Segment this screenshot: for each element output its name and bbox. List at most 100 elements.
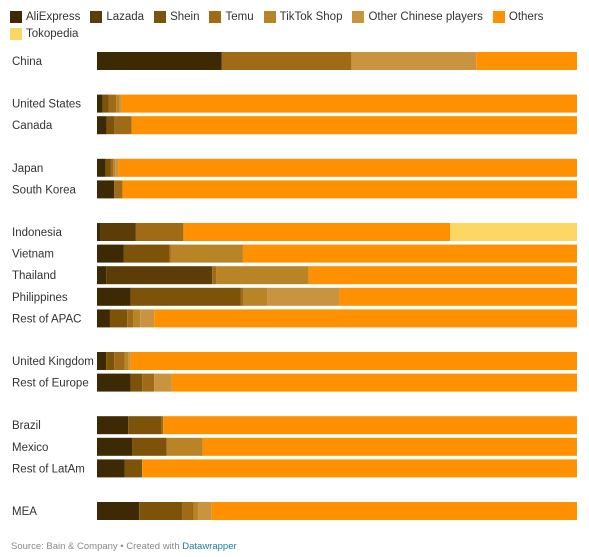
bar-segment [130, 287, 241, 306]
bar-segment [135, 223, 184, 241]
bar-segment [124, 459, 143, 478]
bar-segment [114, 180, 123, 199]
bar-segment [221, 52, 352, 70]
bar-segment [97, 223, 101, 241]
bar-segment [476, 52, 577, 70]
bar-segment [118, 158, 578, 177]
bar-segment [169, 244, 171, 263]
bar-segment [128, 352, 131, 370]
row-label: Brazil [12, 420, 41, 432]
bar-segment [114, 352, 125, 370]
legend-label: AliExpress [26, 10, 81, 23]
source-note: Source: Bain & Company • Created with Da… [11, 541, 237, 552]
bar-segment [140, 309, 155, 328]
legend-label: Temu [225, 10, 254, 23]
row-label: United Kingdom [12, 356, 94, 368]
row-label: Japan [12, 163, 43, 175]
legend-swatch [492, 10, 505, 23]
row-label: Canada [12, 120, 53, 132]
bar-segment [166, 437, 203, 456]
source-text: Source: Bain & Company • Created with [11, 541, 183, 552]
row-label: Thailand [12, 270, 56, 282]
bar-segment [242, 244, 578, 263]
bar-segment [132, 437, 167, 456]
row-label: Rest of APAC [12, 313, 81, 325]
legend-item: Others [492, 10, 544, 23]
legend-item: Shein [154, 10, 200, 23]
bar-segment [163, 416, 578, 435]
datawrapper-link[interactable]: Datawrapper [182, 541, 237, 552]
bar-segment [142, 459, 577, 478]
bar-segment [450, 223, 577, 241]
bar-segment [212, 266, 217, 285]
bar-segment [121, 94, 577, 113]
bar-segment [116, 94, 120, 113]
bar-segment [211, 502, 577, 520]
row-label: China [12, 56, 43, 68]
bar-segment [115, 158, 119, 177]
bar-segment [106, 352, 115, 370]
bar-segment [339, 287, 577, 306]
legend-swatch [154, 10, 167, 23]
bar-segment [102, 94, 109, 113]
row-label: Indonesia [12, 227, 62, 239]
legend: AliExpress Lazada Shein Temu TikTok Shop Othe… [10, 8, 580, 42]
bar-segment [154, 373, 172, 392]
bar-segment [100, 223, 136, 241]
row-label: Mexico [12, 442, 48, 454]
bar-segment [181, 502, 194, 520]
bar-segment [97, 116, 107, 135]
bar-segment [119, 94, 122, 113]
bar-segment [130, 352, 577, 370]
row-label: South Korea [12, 184, 77, 196]
legend-item: TikTok Shop [263, 10, 343, 23]
bar-segment [97, 437, 133, 456]
bar-segment [123, 244, 169, 263]
legend-swatch [263, 10, 276, 23]
row-label: MEA [12, 506, 37, 518]
bar-segment [114, 116, 132, 135]
bar-segment [154, 309, 577, 328]
bar-segment [133, 309, 141, 328]
legend-swatch [352, 10, 365, 23]
legend-row: AliExpress Lazada Shein Temu TikTok Shop Othe… [10, 8, 580, 25]
bar-segment [161, 416, 164, 435]
bar-segment [109, 309, 128, 328]
bar-segment [267, 287, 340, 306]
bar-segment [97, 352, 107, 370]
bar-segment [128, 416, 162, 435]
bar-segment [127, 309, 133, 328]
bar-segment [97, 459, 125, 478]
bar-segment [171, 373, 577, 392]
bar-segment [97, 309, 110, 328]
legend-label: Others [508, 10, 544, 23]
bar-segment [97, 502, 140, 520]
bar-segment [97, 244, 124, 263]
bar-segment [183, 223, 451, 241]
legend-item: Temu [209, 10, 254, 23]
bar-segment [170, 244, 243, 263]
bar-segment [198, 502, 212, 520]
legend-label: Other Chinese players [368, 10, 483, 23]
bar-segment [108, 94, 117, 113]
legend-item: AliExpress [10, 10, 81, 23]
bar-segment [106, 266, 213, 285]
bar-segment [97, 180, 115, 199]
legend-swatch [10, 27, 22, 40]
legend-swatch [90, 10, 103, 23]
bar-segment [97, 158, 106, 177]
bar-segment [308, 266, 577, 285]
legend-label: Tokopedia [26, 27, 79, 40]
legend-row: Tokopedia [10, 25, 580, 42]
legend-label: TikTok Shop [279, 10, 343, 23]
bar-segment [97, 287, 131, 306]
legend-label: Shein [170, 10, 200, 23]
bar-segment [110, 158, 114, 177]
bar-segment [131, 116, 577, 135]
bar-segment [97, 266, 107, 285]
legend-item: Other Chinese players [352, 10, 483, 23]
bar-segment [97, 416, 129, 435]
row-label: Philippines [12, 292, 68, 304]
row-label: Vietnam [12, 249, 54, 261]
